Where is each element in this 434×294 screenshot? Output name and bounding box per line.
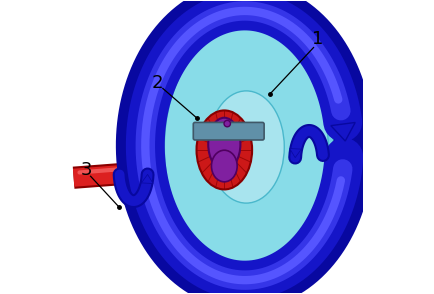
Ellipse shape	[158, 18, 334, 276]
Polygon shape	[168, 44, 189, 68]
Polygon shape	[240, 2, 253, 19]
Polygon shape	[161, 203, 174, 220]
Polygon shape	[329, 104, 342, 123]
Polygon shape	[262, 268, 276, 287]
Polygon shape	[233, 275, 253, 294]
Ellipse shape	[224, 120, 230, 127]
Polygon shape	[319, 74, 332, 91]
Polygon shape	[153, 203, 174, 225]
Polygon shape	[256, 7, 276, 30]
Ellipse shape	[208, 118, 240, 171]
Polygon shape	[334, 137, 345, 157]
Polygon shape	[143, 171, 164, 194]
Text: 3: 3	[81, 161, 92, 179]
Polygon shape	[323, 104, 342, 128]
Polygon shape	[323, 171, 342, 194]
Polygon shape	[176, 230, 189, 250]
Polygon shape	[297, 44, 316, 68]
Polygon shape	[153, 74, 174, 96]
Polygon shape	[210, 7, 230, 30]
Polygon shape	[176, 44, 189, 64]
Polygon shape	[148, 137, 159, 157]
Polygon shape	[303, 44, 316, 64]
Polygon shape	[141, 174, 153, 183]
Polygon shape	[161, 74, 174, 91]
Polygon shape	[140, 137, 159, 161]
Polygon shape	[290, 148, 301, 158]
Polygon shape	[210, 268, 230, 290]
Polygon shape	[313, 74, 332, 96]
Polygon shape	[284, 21, 296, 41]
Text: 2: 2	[151, 74, 163, 92]
Polygon shape	[303, 230, 316, 250]
Polygon shape	[240, 275, 253, 292]
Polygon shape	[187, 253, 208, 276]
Polygon shape	[151, 104, 164, 123]
Polygon shape	[256, 268, 276, 290]
Polygon shape	[168, 230, 189, 254]
Ellipse shape	[164, 26, 328, 268]
Polygon shape	[278, 21, 296, 45]
Polygon shape	[319, 203, 332, 220]
Polygon shape	[217, 268, 230, 287]
Polygon shape	[331, 123, 355, 141]
Polygon shape	[143, 104, 164, 128]
Polygon shape	[197, 21, 208, 41]
Polygon shape	[329, 171, 342, 190]
Polygon shape	[297, 230, 316, 254]
Polygon shape	[197, 253, 208, 273]
Polygon shape	[278, 253, 296, 276]
Ellipse shape	[197, 111, 252, 189]
Polygon shape	[328, 137, 345, 161]
FancyBboxPatch shape	[193, 122, 264, 140]
Polygon shape	[187, 21, 208, 45]
Polygon shape	[233, 2, 253, 23]
Polygon shape	[284, 253, 296, 273]
Ellipse shape	[211, 150, 237, 182]
Text: 1: 1	[312, 30, 324, 48]
Polygon shape	[217, 7, 230, 26]
Polygon shape	[151, 171, 164, 190]
Ellipse shape	[208, 91, 284, 203]
Ellipse shape	[147, 27, 322, 285]
Polygon shape	[262, 7, 276, 26]
Polygon shape	[313, 203, 332, 225]
